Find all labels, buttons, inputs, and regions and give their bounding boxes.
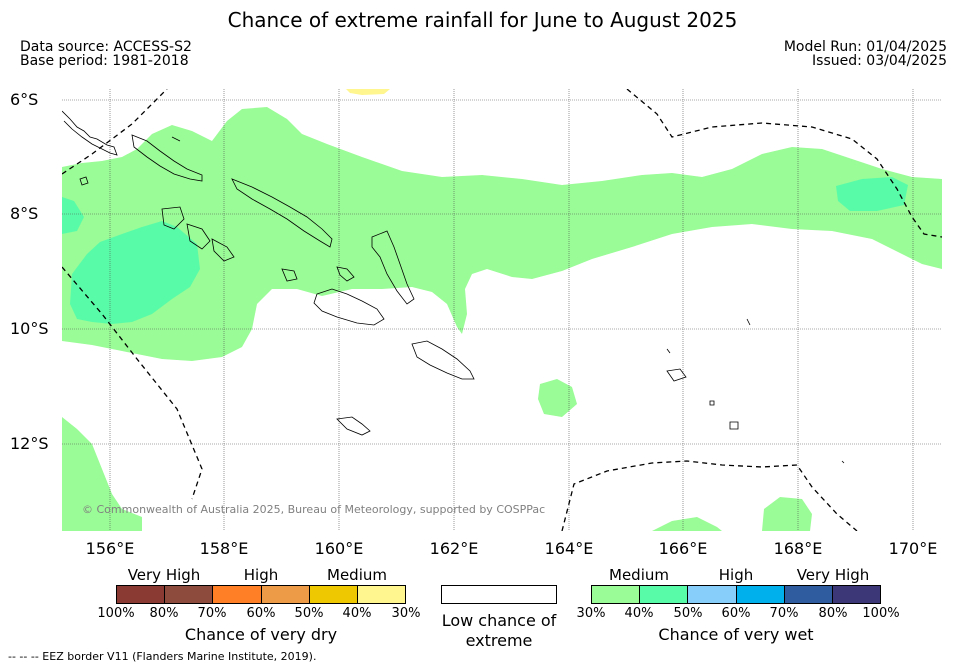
lon-label-166e: 166°E <box>658 539 708 558</box>
legend-wet-tick: 80% <box>818 606 848 621</box>
legend-dry-category-very-high: Very High <box>127 566 201 584</box>
lon-label-156e: 156°E <box>85 539 135 558</box>
russell-islands <box>281 268 298 282</box>
legend-dry-tick: 30% <box>391 606 421 621</box>
legend-dry-category-high: High <box>243 566 279 584</box>
legend-dry-tick: 40% <box>342 606 372 621</box>
copyright-notice: © Commonwealth of Australia 2025, Bureau… <box>82 503 546 516</box>
legend-dry-tick: 60% <box>246 606 276 621</box>
legend-wet-swatch <box>688 586 737 603</box>
bougainville-island <box>62 110 118 156</box>
eez-borders <box>62 89 942 531</box>
legend-dry-swatch <box>309 586 358 603</box>
eez-footnote: -- -- -- EEZ border V11 (Flanders Marine… <box>8 650 317 663</box>
legend-wet-swatch <box>736 586 785 603</box>
legend-dry-colorbar <box>116 585 406 604</box>
lon-label-164e: 164°E <box>544 539 594 558</box>
new-georgia-islands <box>161 206 235 262</box>
data-source-label: Data source: ACCESS-S2 <box>20 39 192 55</box>
legend-dry-tick: 100% <box>97 606 135 621</box>
medium-dry-region <box>346 89 390 95</box>
legend-wet-swatch <box>784 586 833 603</box>
legend-wet-swatch <box>592 586 641 603</box>
legend-wet-colorbar <box>591 585 881 604</box>
legend-dry-tick: 80% <box>149 606 179 621</box>
medium-wet-region-south-east <box>762 497 812 531</box>
legend-wet-tick: 100% <box>862 606 900 621</box>
medium-wet-region <box>62 107 942 361</box>
medium-wet-region-south-center <box>538 379 577 417</box>
lat-label-12s: 12°S <box>10 434 49 453</box>
high-wet-region-west-edge <box>62 197 84 234</box>
legend-wet-category-very-high: Very High <box>796 566 870 584</box>
santa-cruz-islands <box>666 368 739 430</box>
rennell-island <box>336 416 371 436</box>
high-wet-region-east <box>836 177 908 211</box>
santa-isabel-island <box>231 178 333 248</box>
lon-label-162e: 162°E <box>429 539 479 558</box>
lon-label-168e: 168°E <box>773 539 823 558</box>
lat-label-8s: 8°S <box>10 204 39 223</box>
legend-dry-category-medium: Medium <box>327 566 387 584</box>
lon-label-170e: 170°E <box>888 539 938 558</box>
lon-label-158e: 158°E <box>199 539 249 558</box>
legend-dry-tick: 70% <box>197 606 227 621</box>
base-period-label: Base period: 1981-2018 <box>20 53 189 69</box>
legend-wet-swatch <box>832 586 881 603</box>
shortland-islands <box>79 176 89 186</box>
legend-dry-title: Chance of very dry <box>184 625 338 644</box>
map-canvas <box>62 89 942 531</box>
legend-wet-tick: 30% <box>576 606 606 621</box>
legend-dry-swatch <box>117 586 166 603</box>
medium-wet-region-south-mid <box>652 517 722 531</box>
legend-dry-swatch <box>357 586 406 603</box>
lon-label-160e: 160°E <box>314 539 364 558</box>
legend-wet-tick: 50% <box>673 606 703 621</box>
small-islands-east <box>171 136 845 464</box>
legend-wet-title: Chance of very wet <box>658 625 814 644</box>
legend-dry-swatch <box>165 586 214 603</box>
issued-label: Issued: 03/04/2025 <box>812 53 947 69</box>
legend-low-title: Low chance of extreme <box>441 611 557 650</box>
legend-wet-tick: 40% <box>624 606 654 621</box>
legend-wet-swatch <box>640 586 689 603</box>
makira-island <box>411 340 475 380</box>
high-wet-region-west <box>70 221 200 324</box>
grid-lines <box>62 89 942 531</box>
map-title: Chance of extreme rainfall for June to A… <box>227 8 738 32</box>
legend-low-swatch <box>441 585 557 604</box>
lat-label-6s: 6°S <box>10 90 39 109</box>
guadalcanal-island <box>313 288 385 326</box>
legend-dry-swatch <box>261 586 310 603</box>
legend-wet-category-high: High <box>718 566 754 584</box>
medium-wet-region-southwest <box>62 417 142 531</box>
legend-wet-tick: 60% <box>721 606 751 621</box>
coastlines <box>62 110 845 464</box>
model-run-label: Model Run: 01/04/2025 <box>783 39 947 55</box>
legend-wet-tick: 70% <box>769 606 799 621</box>
small-islands-central <box>336 266 355 282</box>
lat-label-10s: 10°S <box>10 319 49 338</box>
legend-dry-tick: 50% <box>294 606 324 621</box>
choiseul-island <box>131 134 203 182</box>
legend-dry-swatch <box>213 586 262 603</box>
legend-wet-category-medium: Medium <box>609 566 669 584</box>
malaita-island <box>371 230 415 305</box>
